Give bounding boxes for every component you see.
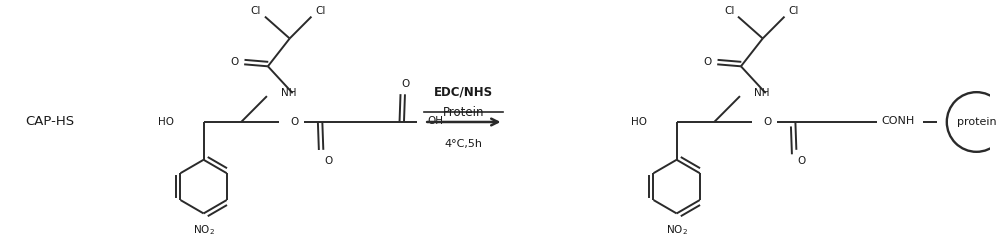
Text: Cl: Cl (724, 6, 734, 16)
Text: Protein: Protein (443, 106, 485, 119)
Text: HO: HO (158, 117, 174, 127)
Text: O: O (324, 156, 332, 166)
Text: CONH: CONH (882, 116, 915, 126)
Text: NH: NH (281, 88, 296, 98)
Text: OH: OH (427, 116, 443, 126)
Text: Cl: Cl (788, 6, 799, 16)
Text: NH: NH (754, 88, 769, 98)
Text: O: O (797, 156, 805, 166)
Text: NO$_2$: NO$_2$ (193, 223, 215, 237)
Text: O: O (703, 57, 711, 67)
Text: CAP-HS: CAP-HS (26, 115, 75, 128)
Text: Cl: Cl (315, 6, 326, 16)
Text: 4°C,5h: 4°C,5h (445, 139, 483, 149)
Text: Cl: Cl (251, 6, 261, 16)
Text: O: O (401, 79, 410, 89)
Text: O: O (230, 57, 238, 67)
Text: protein: protein (957, 117, 996, 127)
Text: O: O (764, 117, 772, 127)
Text: O: O (290, 117, 299, 127)
Text: NO$_2$: NO$_2$ (666, 223, 688, 237)
Text: EDC/NHS: EDC/NHS (434, 86, 493, 99)
Text: HO: HO (631, 117, 647, 127)
